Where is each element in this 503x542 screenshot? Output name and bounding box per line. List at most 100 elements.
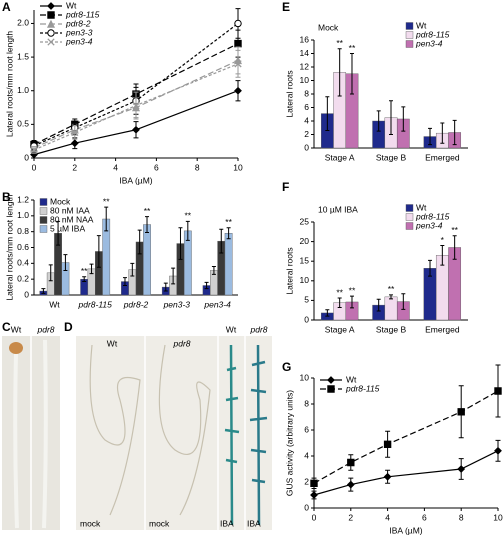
legend-label: Wt: [66, 0, 77, 10]
error-bar: [401, 293, 406, 310]
error-bar: [325, 96, 330, 131]
photo-caption: IBA: [220, 518, 234, 528]
marker: [234, 86, 242, 95]
marker: [383, 440, 392, 448]
annotation: Mock: [318, 22, 339, 32]
photo-label: pdr8: [172, 338, 190, 348]
significance: **: [81, 266, 88, 276]
y-tick-label: 1.0: [17, 210, 29, 220]
marker: [132, 125, 140, 134]
photo-caption: IBA: [247, 518, 261, 528]
legend-swatch: [39, 207, 48, 215]
legend-label: 80 nM NAA: [50, 214, 94, 224]
legend-label: pdr8-115: [415, 29, 450, 39]
x-tick-label: 0: [32, 162, 37, 172]
legend-swatch: [405, 204, 414, 212]
annotation: 10 µM IBA: [318, 204, 358, 214]
legend-label: pdr8-115: [65, 9, 100, 19]
x-tick-label: 4: [113, 162, 118, 172]
x-tick-label: pen3-4: [203, 299, 231, 309]
error-bar: [48, 264, 53, 282]
y-tick-label: 25: [300, 216, 310, 226]
series-line: [33, 43, 239, 146]
marker: [234, 60, 242, 68]
y-tick-label: 1.5: [17, 51, 29, 61]
legend-label: pdr8-115: [345, 383, 380, 393]
error-bar: [452, 119, 457, 146]
photo-label: pdr8: [36, 324, 54, 334]
error-bar: [349, 295, 354, 309]
marker: [71, 128, 79, 137]
y-tick-label: 0: [24, 289, 29, 299]
marker: [310, 479, 318, 487]
photo-caption: mock: [80, 518, 101, 528]
panel-label: G: [282, 360, 291, 374]
significance: **: [185, 211, 192, 221]
significance: **: [349, 285, 356, 295]
marker: [47, 2, 55, 10]
marker: [234, 19, 242, 28]
y-tick-label: 0.5: [17, 119, 29, 129]
legend-label: Wt: [346, 374, 357, 384]
error-bar: [163, 282, 168, 292]
y-tick-label: 4: [304, 450, 309, 460]
x-tick-label: 6: [422, 512, 427, 522]
marker: [494, 446, 502, 455]
photo-label: Wt: [107, 338, 118, 348]
marker: [47, 11, 55, 19]
y-tick-label: 0.4: [17, 258, 29, 268]
marker: [494, 387, 502, 395]
error-bar: [145, 216, 150, 233]
x-tick-label: 6: [154, 162, 159, 172]
y-axis-label: GUS activity (arbitrary units): [284, 390, 294, 496]
error-bar: [349, 53, 354, 95]
series-line: [33, 90, 239, 156]
root-tip: [9, 342, 23, 354]
x-axis-label: IBA (µM): [389, 525, 422, 535]
error-bar: [63, 254, 68, 271]
marker: [346, 480, 355, 489]
legend-swatch: [405, 31, 414, 39]
marker: [46, 19, 56, 28]
legend-label: Wt: [416, 202, 427, 212]
significance: *: [441, 235, 445, 245]
marker: [70, 139, 79, 148]
y-tick-label: 8: [304, 398, 309, 408]
bar: [384, 296, 398, 321]
y-axis-label: Lateral roots/mm root length: [4, 31, 14, 138]
x-tick-label: pen3-3: [163, 299, 191, 309]
y-tick-label: 16: [300, 34, 310, 44]
y-tick-label: 0: [304, 142, 309, 152]
legend-label: Wt: [416, 20, 427, 30]
error-bar: [401, 106, 406, 132]
y-tick-label: 10: [300, 275, 310, 285]
error-bar: [82, 276, 87, 283]
legend-swatch: [405, 222, 414, 230]
x-tick-label: Stage A: [325, 324, 355, 334]
legend-label: pen3-4: [415, 38, 443, 48]
photo-label: Wt: [226, 324, 237, 334]
series-line: [33, 22, 239, 147]
root: [224, 344, 240, 526]
x-tick-label: 10: [233, 162, 243, 172]
series-line: [313, 450, 499, 496]
marker: [457, 465, 466, 473]
error-bar: [104, 206, 109, 232]
y-tick-label: 5: [304, 295, 309, 305]
error-bar: [337, 297, 342, 308]
error-bar: [130, 262, 135, 277]
error-bar: [389, 294, 393, 300]
error-bar: [376, 110, 381, 132]
x-tick-label: Stage A: [325, 152, 355, 162]
error-bar: [440, 122, 445, 144]
root: [158, 344, 211, 516]
panel-label: B: [2, 190, 11, 204]
y-tick-label: 1.0: [17, 85, 29, 95]
marker: [383, 472, 392, 481]
photo-panel-d: D Wt pdr8 Wt pdr8 mock mock IBA IBA: [64, 320, 272, 530]
error-bar: [122, 277, 127, 286]
significance: **: [103, 196, 110, 206]
error-bar: [204, 281, 209, 290]
marker: [47, 38, 55, 46]
